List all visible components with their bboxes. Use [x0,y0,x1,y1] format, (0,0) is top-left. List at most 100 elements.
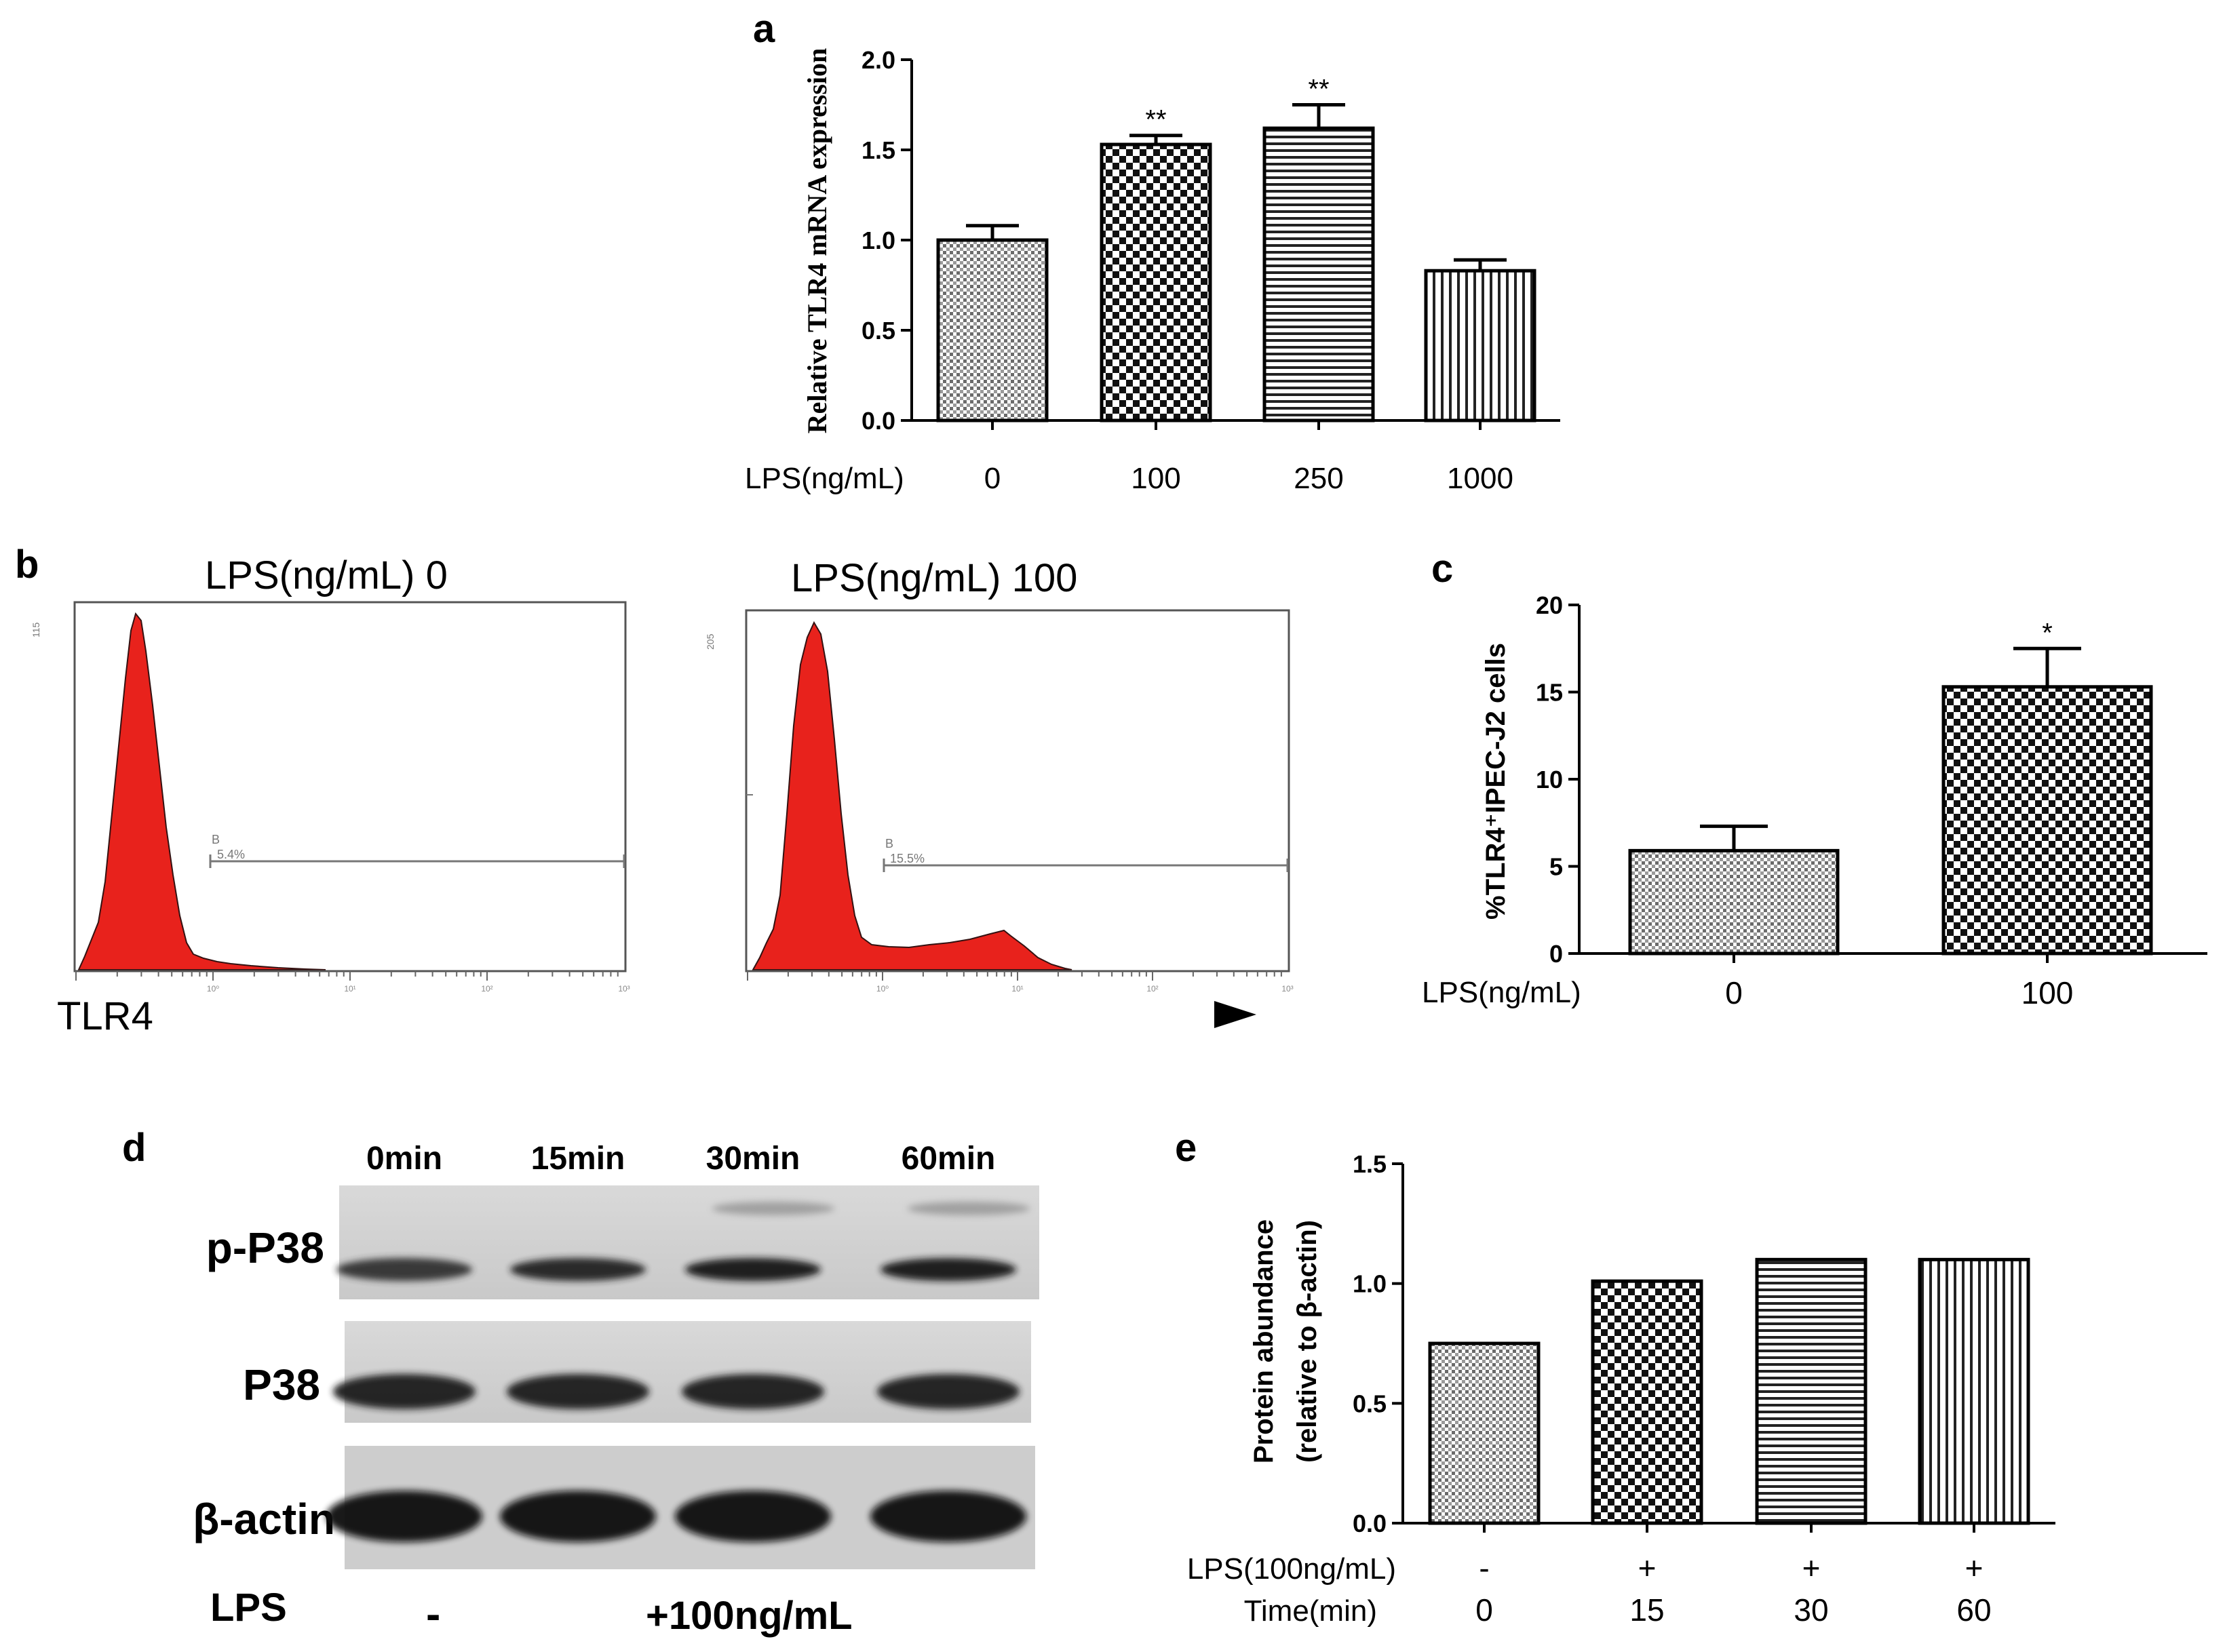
significance-marker: ** [1308,75,1329,104]
panel-a-axes: 0.0 0.5 1.0 1.5 2.0 0 100 250 1000 [862,46,1560,495]
y-tick-label: 1.5 [1353,1150,1387,1178]
x-row1-label: + [1802,1550,1821,1586]
panel-d-label: d [122,1126,146,1170]
blot-band-faint [908,1202,1030,1215]
x-tick-label: 10⁰ [876,984,889,994]
blot-row-label-beta-actin: β-actin [193,1495,335,1543]
y-tick-label: 1.0 [862,227,895,254]
blot-band [507,1374,649,1409]
bar-100 [1100,142,1212,422]
x-tick-label: 10³ [618,984,630,994]
flow-plot-2-title: LPS(ng/mL) 100 [791,556,1077,600]
blot-band [336,1258,472,1281]
blot-band [326,1491,482,1542]
blot-band [877,1374,1020,1409]
y-tick-label: 0.5 [862,317,895,345]
bar-1000 [1424,269,1536,422]
blot-band [333,1374,476,1409]
panel-a-x-axis-title: LPS(ng/mL) [745,462,904,495]
blot-lane-label: 15min [531,1141,625,1177]
panel-b: b LPS(ng/mL) 0 LPS(ng/mL) 100 115 B 5.4%… [15,543,1294,1038]
panel-e-bars [1428,1257,2030,1525]
blot-band [500,1491,656,1542]
blot-lps-label: LPS [210,1586,287,1630]
flow-plot-2-gate-label: B [885,837,893,850]
panel-e-x-row2-title: Time(min) [1244,1594,1377,1628]
x-tick-label: 100 [2021,975,2074,1010]
y-tick-label: 1.5 [862,136,895,164]
x-tick-label: 10² [481,984,492,994]
blot-lane-label: 0min [366,1141,442,1177]
x-tick-label: 10² [1146,984,1158,994]
bar-0 [1628,848,1840,956]
x-tick-label: 100 [1131,462,1180,495]
blot-lps-minus: - [426,1590,440,1638]
blot-band [870,1491,1026,1542]
blot-band [675,1491,831,1542]
y-tick-label: 10 [1536,766,1563,793]
blot-band-faint [712,1202,834,1215]
x-tick-label: 1000 [1447,462,1513,495]
panel-e-y-axis-title-line1: Protein abundance [1249,1219,1279,1463]
y-tick-label: 0.0 [1353,1510,1387,1537]
panel-c-x-axis-title: LPS(ng/mL) [1422,976,1581,1009]
x-tick-label: 15 [1629,1592,1664,1628]
blot-row-label-p-p38: p-P38 [206,1223,324,1272]
y-tick-label: 0.5 [1353,1390,1387,1417]
y-tick-label: 0.0 [862,407,895,435]
y-tick-label: 5 [1549,852,1563,880]
panel-c: c %TLR4⁺IPEC-J2 cells 0 5 10 15 20 0 100 * LPS… [1422,547,2207,1010]
panel-c-label: c [1431,547,1453,591]
panel-a-label: a [753,7,775,51]
flow-plot-2-x-ticks: 10⁰ 10¹ 10² 10³ [747,970,1294,994]
panel-c-bars: * [1628,618,2153,956]
flow-plot-2-ymax: 205 [705,633,716,650]
y-tick-label: 15 [1536,678,1563,706]
blot-lane-label: 30min [706,1141,800,1177]
panel-a-y-axis-title: Relative TLR4 mRNA expression [802,48,832,434]
bar-250 [1262,126,1375,422]
x-tick-label: 0 [1725,975,1743,1010]
flow-plot-2-gate-value: 15.5% [890,852,925,865]
flow-plot-1-title: LPS(ng/mL) 0 [205,553,448,597]
bar-0 [1428,1341,1541,1525]
x-tick-label: 0 [984,462,1001,495]
panel-d: d 0min 15min 30min 60min p-P38 P38 β-act… [122,1126,1039,1638]
x-tick-label: 10⁰ [207,984,219,994]
x-tick-label: 10¹ [1011,984,1023,994]
y-tick-label: 1.0 [1353,1270,1387,1298]
panel-e-label: e [1175,1126,1197,1170]
significance-marker: * [2042,618,2053,648]
flow-x-axis-title: TLR4 [57,994,153,1038]
flow-plot-2: 205 B 15.5% 10⁰ 10¹ 10² 10³ [705,609,1294,994]
blot-row-label-p38: P38 [243,1360,320,1409]
axis-direction-arrow-icon [1214,1001,1256,1028]
panel-e-x-row1-title: LPS(100ng/mL) [1187,1552,1396,1586]
blot-band [685,1258,821,1281]
blot-band [510,1258,646,1281]
x-tick-label: 250 [1294,462,1343,495]
significance-marker: ** [1145,105,1166,135]
bar-0 [936,238,1049,422]
flow-plot-1-gate-value: 5.4% [217,848,245,861]
panel-a-bars: ** ** [936,75,1536,422]
bar-60 [1918,1257,2030,1525]
y-tick-label: 0 [1549,940,1563,968]
x-tick-label: 10¹ [344,984,355,994]
x-row1-label: + [1638,1550,1657,1586]
panel-e: e Protein abundance (relative to β-actin… [1175,1126,2055,1628]
panel-c-y-axis-title: %TLR4⁺IPEC-J2 cells [1481,643,1511,920]
x-tick-label: 30 [1794,1592,1828,1628]
flow-plot-2-histogram [752,621,1072,970]
x-row1-label: + [1965,1550,1984,1586]
x-row1-label: - [1479,1550,1489,1586]
blot-strip-p-p38 [339,1185,1039,1299]
flow-plot-1-histogram [77,612,326,970]
flow-plot-1-x-ticks: 10⁰ 10¹ 10² 10³ [75,970,630,994]
blot-band [682,1374,824,1409]
blot-lane-label: 60min [902,1141,996,1177]
panel-a: a Relative TLR4 mRNA expression 0.0 0.5 1.… [745,7,1560,495]
blot-band [881,1258,1016,1281]
y-tick-label: 2.0 [862,46,895,74]
